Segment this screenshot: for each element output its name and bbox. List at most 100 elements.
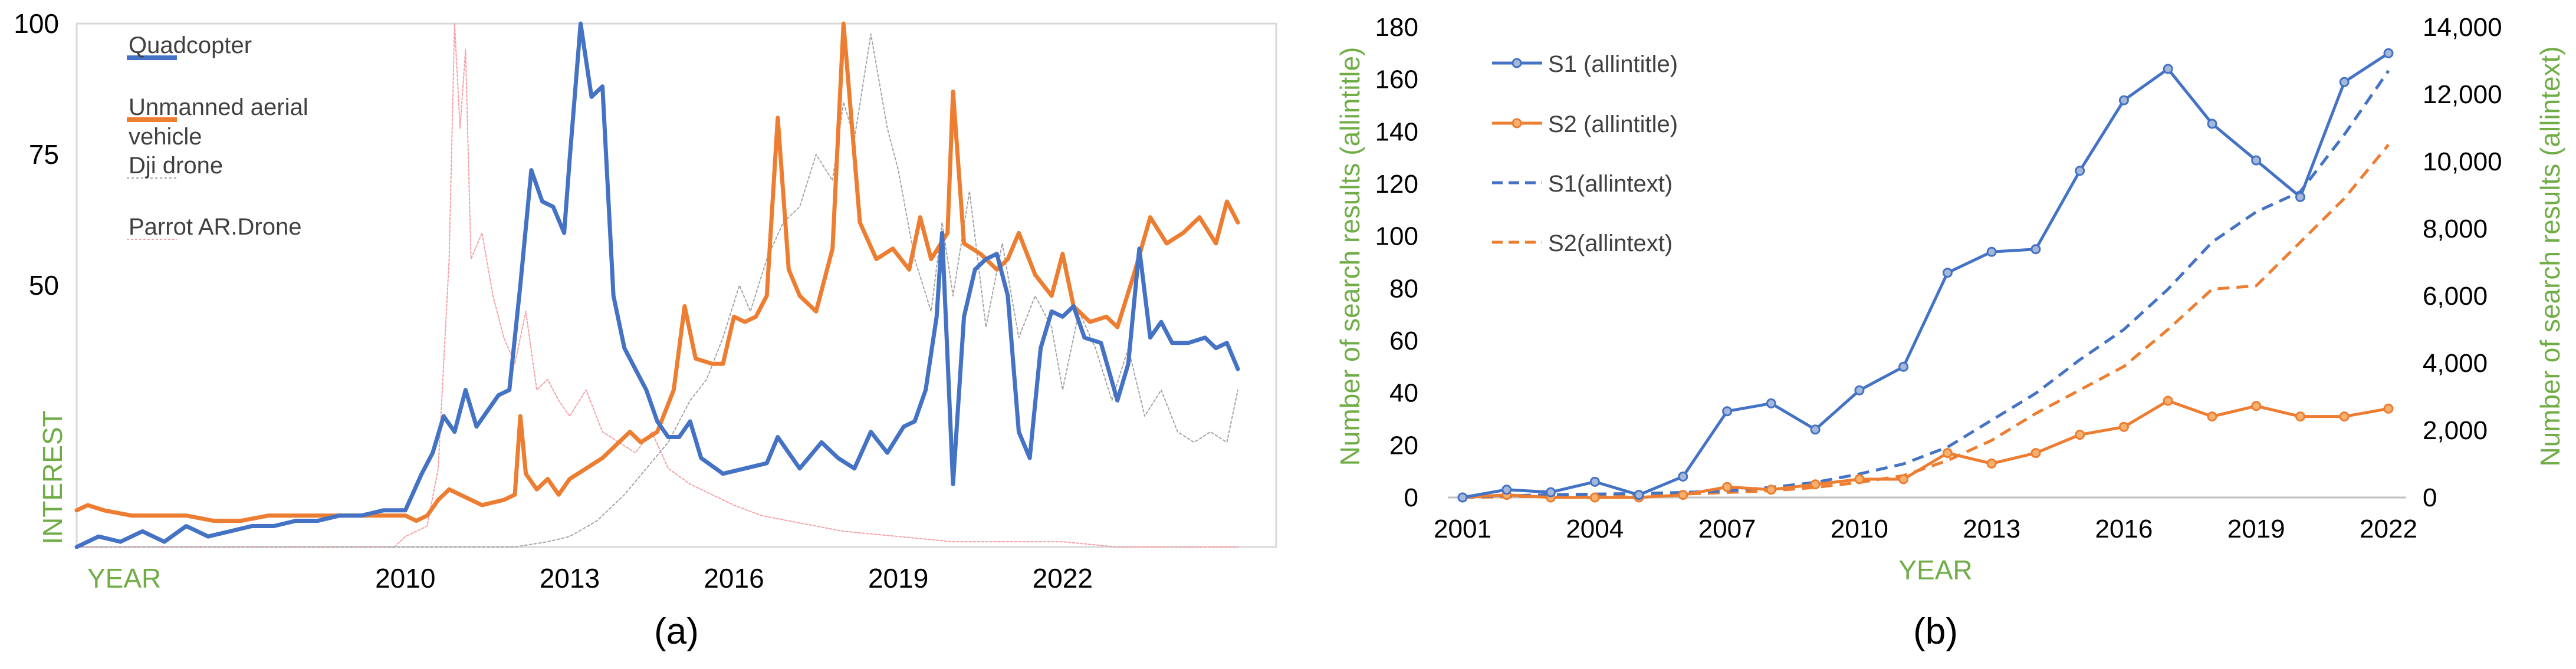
right-y-tick-label: 0 [2423, 483, 2437, 512]
x-tick-label: 2016 [704, 563, 764, 594]
legend-label-s1-allintitle: S1 (allintitle) [1548, 51, 1678, 77]
data-point-s1-allintitle [1942, 268, 1953, 278]
x-tick-labels: 2001 2004 2007 2010 2013 2016 2019 2022 [1434, 515, 2417, 543]
y-tick-label: 120 [1375, 170, 1418, 199]
x-tick-labels: 2010 2013 2016 2019 2022 [375, 563, 1093, 594]
x-axis-label: YEAR [87, 563, 161, 594]
y-tick-label: 20 [1389, 431, 1418, 460]
panel-b-chart: 0 20 40 60 80 100 120 140 160 180 0 2,000 4,000 6,00… [1335, 13, 2565, 652]
data-point-s2-allintitle [1898, 474, 1909, 485]
data-point-s1-allintitle [2075, 166, 2085, 176]
x-tick-label: 2004 [1566, 515, 1624, 543]
series-line-quadcopter [74, 21, 1240, 549]
x-tick-label: 2019 [868, 563, 928, 594]
data-point-s1-allintitle [2251, 155, 2262, 166]
right-y-tick-label: 2,000 [2423, 416, 2488, 445]
data-point-s1-allintitle [2339, 77, 2350, 87]
right-y-tick-label: 6,000 [2423, 282, 2488, 311]
plot-area-frame [75, 22, 1277, 548]
y-axis-label-right: Number of search results (allintext) [2535, 46, 2565, 466]
panel-label-b: (b) [1913, 611, 1958, 652]
data-point-s2-allintitle [2030, 448, 2041, 459]
y-tick-label: 75 [29, 139, 59, 170]
data-point-s2-allintitle [2383, 403, 2394, 414]
data-point-s1-allintitle [1589, 476, 1600, 487]
x-tick-label: 2010 [1831, 515, 1888, 543]
y-tick-label: 40 [1389, 379, 1418, 408]
y-tick-label: 100 [1375, 222, 1418, 251]
data-point-s2-allintitle [2207, 411, 2217, 422]
data-point-s1-allintitle [1722, 406, 1733, 417]
data-point-s2-allintitle [2295, 411, 2305, 422]
legend-label-unmanned-aerial-vehicle: Unmanned aerial vehicle [129, 94, 308, 150]
x-tick-label: 2019 [2227, 515, 2285, 543]
legend: S1 (allintitle) S2 (allintitle) S1(allinte… [1492, 51, 1678, 256]
data-point-s1-allintitle [1810, 424, 1821, 435]
data-point-s1-allintitle [1546, 487, 1556, 497]
data-point-s1-allintitle [1634, 490, 1644, 500]
data-point-s1-allintitle [2207, 118, 2217, 129]
legend-label-s2-allintext: S2(allintext) [1548, 230, 1673, 256]
right-y-tick-label: 14,000 [2423, 13, 2502, 42]
panel-a-chart: 100 75 50 2010 2013 2016 2019 2022 INTEREST YE… [14, 8, 1277, 652]
y-axis-label: Number of search results (allintitle) [1335, 47, 1365, 466]
series-lines [74, 21, 1240, 549]
y-tick-label: 180 [1375, 13, 1418, 42]
data-point-s1-allintitle [2163, 64, 2173, 74]
series-lines [1457, 48, 2394, 503]
x-tick-label: 2010 [375, 563, 435, 594]
legend-marker-s1-allintitle [1512, 58, 1522, 68]
y-tick-label: 140 [1375, 117, 1418, 146]
data-point-s1-allintitle [1898, 361, 1909, 372]
y-tick-labels: 100 75 50 [14, 8, 59, 301]
legend-marker-s2-allintitle [1512, 118, 1522, 128]
legend-label-s1-allintext: S1(allintext) [1548, 171, 1673, 197]
series-line-dji-drone [76, 33, 1238, 548]
x-tick-label: 2013 [1963, 515, 2020, 543]
right-y-tick-label: 8,000 [2423, 215, 2488, 243]
series-line-s2-allintitle [1462, 399, 2389, 499]
data-point-s1-allintitle [1854, 385, 1865, 396]
data-point-s1-allintitle [2030, 244, 2041, 255]
series-line-s1-allintitle [1462, 52, 2390, 499]
y-tick-label: 60 [1389, 327, 1418, 355]
data-point-s2-allintitle [1678, 490, 1688, 500]
right-y-tick-label: 12,000 [2423, 80, 2502, 109]
data-point-s1-allintitle [2383, 48, 2394, 58]
legend-label-parrot-ar-drone: Parrot AR.Drone [129, 214, 301, 240]
right-y-tick-labels: 0 2,000 4,000 6,000 8,000 10,000 12,000 14,000 [2423, 13, 2502, 512]
data-point-s2-allintitle [1942, 448, 1953, 459]
series-line-s1-allintext [1462, 70, 2390, 499]
series-line-parrot-ar-drone [76, 23, 1238, 548]
data-point-s2-allintitle [2075, 430, 2085, 440]
x-tick-label: 2013 [540, 563, 600, 594]
data-point-s1-allintitle [1766, 398, 1776, 408]
y-tick-label: 80 [1389, 274, 1418, 303]
data-point-s2-allintitle [2163, 396, 2173, 406]
y-tick-label: 100 [14, 8, 59, 39]
panel-label-a: (a) [654, 611, 699, 652]
data-point-s2-allintitle [1810, 479, 1821, 490]
x-tick-label: 2007 [1698, 515, 1756, 543]
data-point-s1-allintitle [1678, 472, 1688, 482]
data-point-s2-allintitle [1854, 474, 1865, 485]
y-tick-label: 0 [1404, 483, 1418, 512]
data-point-s2-allintitle [1986, 458, 1997, 469]
y-tick-label: 50 [29, 270, 59, 301]
data-point-s2-allintitle [2251, 401, 2262, 411]
legend-label-dji-drone: Dji drone [129, 153, 223, 179]
x-tick-label: 2001 [1434, 515, 1491, 543]
data-point-s2-allintitle [1722, 482, 1733, 492]
data-point-s1-allintitle [2118, 95, 2129, 106]
data-point-s1-allintitle [1986, 246, 1997, 257]
x-tick-label: 2022 [2360, 515, 2417, 543]
series-line-unmanned-aerial-vehicle [74, 21, 1240, 523]
data-point-s2-allintitle [1589, 492, 1600, 503]
data-point-s2-allintitle [2339, 411, 2350, 422]
right-y-tick-label: 4,000 [2423, 349, 2488, 378]
x-axis-label: YEAR [1898, 555, 1972, 585]
y-tick-label: 160 [1375, 65, 1418, 94]
left-y-tick-labels: 0 20 40 60 80 100 120 140 160 180 [1375, 13, 1418, 512]
data-point-s2-allintitle [2118, 421, 2129, 432]
